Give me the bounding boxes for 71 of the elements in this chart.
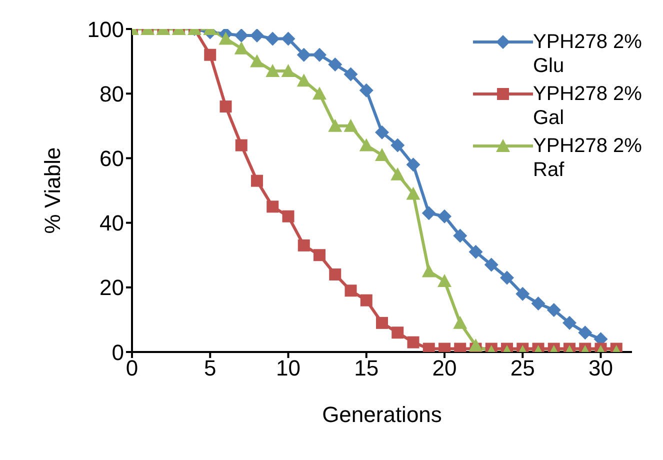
point [516,286,530,301]
y-axis-title: % Viable [40,147,65,234]
point [250,29,264,42]
point [281,64,296,77]
point [312,48,326,62]
point [314,249,326,262]
point [531,296,546,311]
point [266,64,280,77]
point [218,32,233,45]
y-tick-label: 40 [100,210,124,236]
x-tick-label: 25 [510,356,535,381]
point [359,138,374,152]
point [438,209,452,224]
legend-label: YPH278 2% Raf [533,134,643,182]
y-tick-label: 20 [100,275,124,300]
point [266,32,280,46]
y-tick-label: 60 [100,146,124,172]
point [250,54,264,68]
point [281,32,296,46]
point [407,336,420,348]
point [468,338,483,352]
point [392,326,404,339]
x-tick-label: 30 [588,356,613,381]
point [296,48,311,62]
point [390,138,405,152]
point [546,303,561,318]
point [390,167,405,180]
point [344,284,357,297]
legend-label: YPH278 2% Glu [533,30,643,78]
point [375,148,389,161]
y-tick-label: 100 [87,16,124,42]
x-tick-label: 15 [354,356,379,381]
point [329,268,342,280]
point [562,316,576,330]
point [453,316,468,329]
point [344,118,358,132]
point [344,67,358,82]
point [406,158,420,172]
point [500,270,514,285]
x-tick-label: 5 [204,356,216,381]
point [220,100,232,113]
point [360,294,372,306]
x-tick-label: 10 [276,356,300,381]
point [282,210,294,222]
legend-label: YPH278 2% Gal [533,82,643,130]
x-axis-title: Generations [322,402,442,427]
point [251,174,263,187]
point [328,58,342,72]
point [422,264,436,278]
point [296,74,311,87]
point [234,29,248,42]
point [484,258,498,272]
point [312,86,326,100]
point [375,125,389,140]
point [234,41,248,54]
point [422,206,436,220]
x-tick-label: 20 [432,356,457,381]
point [438,274,452,287]
point [266,200,279,213]
point [298,239,310,252]
point [359,83,374,98]
y-tick-label: 0 [112,340,124,365]
y-tick-label: 80 [100,81,124,106]
point [406,186,420,200]
point [376,316,388,329]
point [328,118,342,132]
point [204,48,216,61]
point [453,228,468,243]
point [468,244,483,259]
point [578,326,592,340]
point [235,139,248,152]
